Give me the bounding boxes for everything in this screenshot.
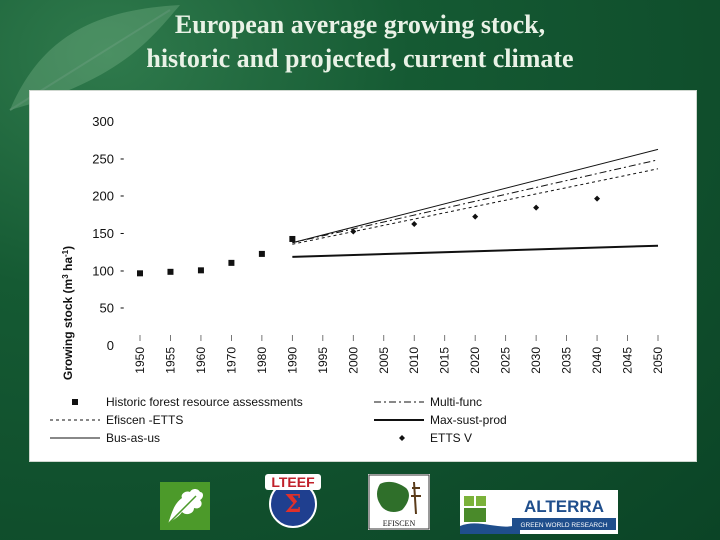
y-axis-title: Growing stock (m3 ha-1) — [61, 246, 76, 380]
y-tick-label: 0 — [107, 338, 114, 353]
alterra-logo-text: ALTERRA — [524, 497, 604, 516]
x-tick-label: 2010 — [407, 347, 421, 374]
y-tick-mark: - — [120, 188, 124, 203]
y-tick-label: 100 — [92, 263, 114, 278]
lteef-logo: Σ LTEEF — [262, 472, 324, 528]
series-line-dotted — [292, 168, 659, 245]
svg-text:Σ: Σ — [285, 489, 302, 518]
x-tick-label: 2045 — [621, 347, 635, 374]
historic-point — [289, 235, 296, 242]
chart-panel: Growing stock (m3 ha-1) 0 50-100-150-200-… — [29, 90, 697, 462]
alterra-logo: ALTERRA GREEN WORLD RESEARCH — [460, 490, 618, 534]
x-tick-label: 1980 — [255, 347, 269, 374]
slide-title-line-2: historic and projected, current climate — [146, 44, 574, 73]
x-tick-label: 2030 — [529, 347, 543, 374]
etts-v-point — [533, 204, 540, 211]
y-tick-labels: 050 -100 -150 -200 -250 -300 — [92, 114, 124, 353]
x-tick-label: 1955 — [163, 347, 177, 374]
x-tick-label: 2050 — [651, 347, 665, 374]
y-tick-mark: - — [120, 150, 124, 165]
etts-v-point — [350, 228, 357, 235]
growing-stock-chart: Growing stock (m3 ha-1) 050 -100 -150 -200-… — [50, 114, 665, 445]
efiscen-logo: EFISCEN — [368, 474, 430, 530]
etts-v-point — [594, 195, 601, 202]
y-tick-label: 250 — [92, 151, 114, 166]
legend-label: Bus-as-us — [106, 431, 160, 445]
alterra-logo-subtitle: GREEN WORLD RESEARCH — [520, 522, 607, 529]
historic-point — [228, 259, 235, 266]
x-tick-label: 1960 — [194, 347, 208, 374]
efiscen-logo-text: EFISCEN — [383, 519, 416, 528]
x-tick-label: 2025 — [499, 347, 513, 374]
oak-leaf-icon — [167, 489, 203, 525]
x-tick-label: 2035 — [560, 347, 574, 374]
chart-series — [137, 148, 659, 277]
legend-label: ETTS V — [430, 431, 472, 445]
etts-v-point — [411, 221, 418, 228]
historic-point — [137, 270, 143, 277]
legend-label: Historic forest resource assessments — [106, 395, 303, 409]
x-tick-labels: 1950 1955 1960 1970 1980 1990 1995 2000 2005 2010… — [133, 335, 665, 374]
series-line-dash-dot — [292, 159, 659, 244]
legend-label: Multi-func — [430, 395, 482, 409]
y-tick-label: 200 — [92, 189, 114, 204]
x-tick-label: 1995 — [316, 347, 330, 374]
x-tick-label: 1990 — [285, 347, 299, 374]
y-tick-mark: - — [120, 225, 124, 240]
oak-leaf-logo — [160, 482, 210, 530]
x-tick-label: 2005 — [377, 347, 391, 374]
legend-label: Max-sust-prod — [430, 413, 507, 427]
chart-legend: Historic forest resource assessments Mult… — [50, 395, 507, 445]
etts-v-point — [472, 213, 479, 220]
legend-swatch — [399, 435, 405, 441]
slide-title-line-1: European average growing stock, — [174, 10, 546, 39]
lteef-logo-text: LTEEF — [271, 474, 315, 490]
x-tick-label: 1950 — [133, 347, 147, 374]
y-tick-mark: - — [120, 300, 124, 315]
y-tick-label: 50 — [100, 301, 114, 316]
y-tick-mark: - — [120, 262, 124, 277]
historic-point — [258, 250, 265, 257]
y-tick-label: 300 — [92, 114, 114, 129]
x-tick-label: 1970 — [224, 347, 238, 374]
series-line-solid-thick — [292, 244, 659, 258]
series-line-solid-thin — [292, 148, 659, 244]
historic-point — [167, 268, 174, 275]
y-tick-label: 150 — [92, 226, 114, 241]
x-tick-label: 2020 — [468, 347, 482, 374]
x-tick-label: 2040 — [590, 347, 604, 374]
x-tick-label: 2015 — [438, 347, 452, 374]
legend-swatch — [72, 399, 78, 405]
legend-label: Efiscen -ETTS — [106, 413, 183, 427]
x-tick-label: 2000 — [346, 347, 360, 374]
historic-point — [197, 267, 204, 274]
